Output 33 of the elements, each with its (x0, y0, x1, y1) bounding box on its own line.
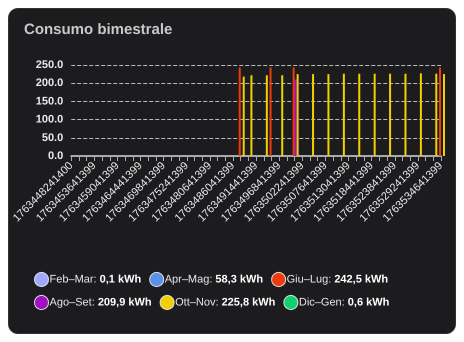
bar (435, 74, 438, 156)
bar (294, 80, 297, 156)
legend-label: Ott–Nov: 225,8 kWh (175, 296, 276, 308)
y-tick-label: 250.0 (36, 59, 64, 71)
y-tick-label: 50.0 (42, 132, 64, 144)
y-tick-label: 200.0 (36, 77, 64, 90)
y-tick-label: 100.0 (36, 114, 64, 126)
bar (270, 68, 272, 156)
chart-title: Consumo bimestrale (24, 21, 172, 38)
legend-label: Ago–Set: 209,9 kWh (50, 296, 152, 308)
bar (242, 76, 245, 156)
bar (292, 68, 295, 156)
legend-label: Dic–Gen: 0,6 kWh (298, 296, 390, 308)
legend-label: Apr–Mag: 58,3 kWh (164, 274, 264, 286)
legend-label: Giu–Lug: 242,5 kWh (286, 274, 388, 286)
bar (420, 73, 422, 156)
bar (238, 68, 241, 156)
y-tick-label: 150.0 (36, 95, 64, 108)
bar (342, 74, 345, 156)
bar (404, 74, 406, 156)
bar (296, 74, 299, 156)
bar (281, 75, 284, 156)
y-tick-label: 0.0 (48, 150, 64, 162)
bar (374, 74, 376, 156)
bar (439, 68, 441, 156)
bar (312, 74, 314, 156)
bar (327, 74, 330, 156)
bar (358, 74, 360, 156)
bar (266, 75, 268, 156)
bar (443, 74, 445, 156)
legend-label: Feb–Mar: 0,1 kWh (50, 274, 142, 286)
bar (250, 75, 252, 156)
bar (389, 74, 392, 156)
